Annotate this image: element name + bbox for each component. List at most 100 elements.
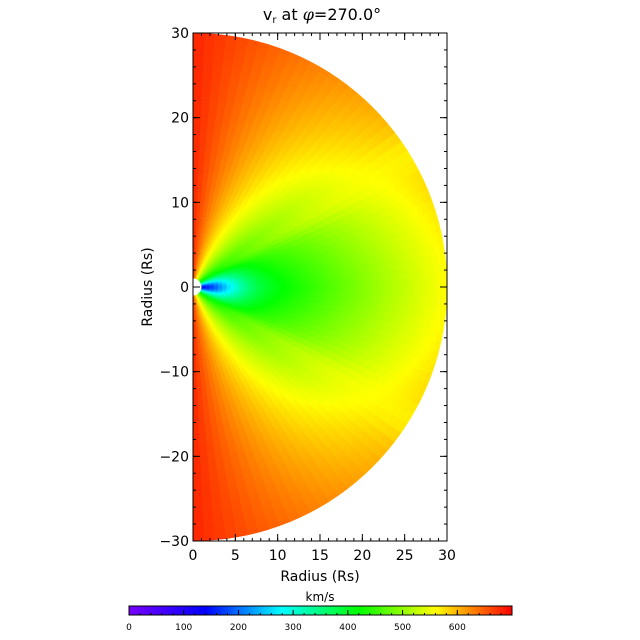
field-cell — [197, 176, 203, 182]
field-cell — [198, 408, 205, 415]
field-cell — [193, 438, 201, 444]
field-cell — [404, 286, 410, 297]
field-cell — [193, 510, 204, 516]
field-cell — [197, 164, 205, 170]
field-cell — [421, 286, 427, 298]
field-cell — [294, 286, 300, 292]
y-axis-label: Radius (Rs) — [140, 247, 156, 326]
field-cell — [268, 286, 274, 291]
field-cell — [327, 274, 333, 282]
field-cell — [277, 282, 283, 288]
field-cell — [348, 293, 355, 302]
colorbar-tick-label: 200 — [230, 623, 247, 633]
field-cell — [193, 235, 196, 241]
field-cell — [193, 125, 201, 131]
x-tick-label: 5 — [231, 548, 240, 564]
field-cell — [323, 292, 329, 300]
field-cell — [442, 286, 448, 299]
field-cell — [193, 155, 200, 161]
field-cell — [193, 430, 200, 436]
field-cell — [198, 155, 205, 161]
field-cell — [193, 176, 199, 182]
field-cell — [193, 362, 197, 368]
field-cell — [193, 485, 203, 491]
field-cell — [193, 49, 204, 55]
field-cell — [277, 290, 283, 296]
field-cell — [260, 289, 266, 294]
field-cell — [196, 383, 203, 389]
x-tick-label: 0 — [189, 548, 198, 564]
field-cell — [429, 276, 435, 288]
field-cell — [416, 286, 422, 298]
field-cell — [193, 151, 200, 157]
field-cell — [357, 279, 363, 288]
field-cell — [340, 280, 346, 288]
field-cell — [306, 276, 312, 283]
field-cell — [310, 275, 316, 283]
field-cell — [273, 282, 278, 288]
field-cell — [319, 292, 325, 299]
chart-title: vr at φ=270.0° — [263, 5, 381, 26]
field-cell — [200, 193, 206, 200]
field-cell — [199, 134, 207, 140]
field-cell — [315, 286, 321, 293]
field-cell — [332, 286, 338, 294]
field-cell — [193, 400, 199, 406]
field-cell — [199, 442, 208, 449]
field-cell — [352, 272, 359, 281]
field-cell — [315, 281, 321, 288]
field-cell — [193, 434, 200, 440]
field-cell — [193, 396, 199, 402]
field-cell — [399, 286, 405, 297]
colorbar — [128, 605, 513, 616]
field-cell — [302, 286, 308, 293]
colorbar-tick-label: 600 — [449, 623, 466, 633]
field-cell — [344, 279, 350, 288]
y-tick-label: 10 — [171, 195, 189, 211]
field-cell — [199, 121, 208, 128]
field-cell — [298, 286, 304, 293]
field-cell — [243, 286, 249, 290]
field-cell — [197, 404, 205, 410]
x-tick-label: 25 — [396, 548, 414, 564]
field-cell — [319, 280, 325, 288]
field-cell — [193, 498, 203, 504]
field-cell — [378, 286, 384, 296]
field-cell — [289, 282, 295, 288]
field-cell — [193, 130, 201, 136]
field-cell — [437, 275, 444, 288]
field-cell — [193, 87, 202, 93]
field-cell — [425, 276, 431, 288]
field-cell — [193, 451, 201, 457]
field-cell — [193, 41, 205, 47]
y-tick-label: 20 — [171, 111, 189, 127]
field-cell — [193, 142, 200, 148]
x-tick-label: 20 — [353, 548, 371, 564]
field-cell — [200, 198, 205, 204]
field-cell — [193, 536, 205, 541]
field-cell — [302, 291, 308, 298]
field-cell — [319, 275, 325, 282]
x-tick-label: 15 — [311, 548, 329, 564]
colorbar-tick-label: 400 — [339, 623, 356, 633]
field-cell — [199, 130, 207, 136]
field-cell — [193, 83, 203, 89]
field-cell — [277, 286, 283, 292]
field-cell — [193, 33, 205, 38]
field-cell — [193, 502, 203, 508]
field-cell — [429, 286, 435, 298]
field-cell — [196, 189, 202, 195]
field-cell — [193, 36, 205, 43]
colorbar-tick-label: 0 — [126, 623, 132, 633]
field-cell — [193, 223, 197, 229]
field-cell — [193, 493, 203, 499]
field-cell — [193, 379, 198, 385]
field-cell — [197, 400, 204, 406]
field-cell — [193, 197, 198, 203]
field-cell — [199, 434, 207, 440]
field-cell — [289, 277, 295, 284]
field-cell — [298, 277, 304, 283]
field-cell — [193, 531, 205, 538]
field-cell — [289, 290, 295, 297]
field-cell — [193, 447, 201, 453]
